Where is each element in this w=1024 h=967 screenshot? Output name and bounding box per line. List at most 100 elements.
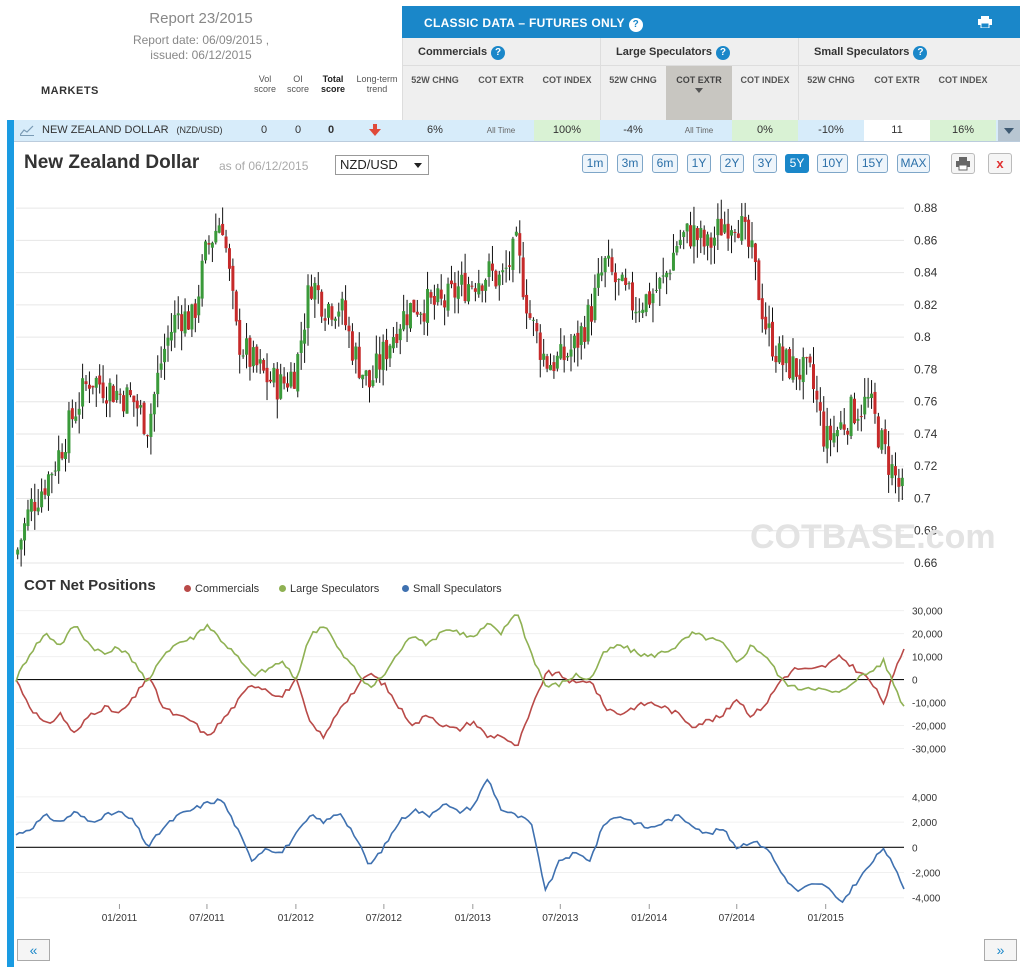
candle-body [658,278,662,289]
row-toggle-button[interactable] [998,120,1020,141]
range-button-3y[interactable]: 3Y [753,154,777,173]
legend-dot [279,585,286,592]
sub-col-52w-chng[interactable]: 52W CHNG [411,75,459,85]
candle-body [67,410,71,454]
x-tick-label: 01/2015 [808,913,845,924]
help-icon[interactable]: ? [913,46,928,60]
help-icon[interactable]: ? [491,46,506,60]
candle-body [480,285,484,291]
candle-body [467,284,471,302]
report-issued: issued: 06/12/2015 [150,48,252,62]
sub-col-cot-extr[interactable]: COT EXTR [478,75,524,85]
market-name[interactable]: NEW ZEALAND DOLLAR (NZD/USD) [42,124,223,136]
candle-body [852,398,856,424]
pair-select[interactable]: NZD/USD [335,155,429,175]
candle-body [388,345,392,359]
chart-title: New Zealand Dollar [24,152,200,173]
y-tick-label: -10,000 [912,699,946,710]
range-button-5y[interactable]: 5Y [785,154,809,173]
sub-col-cot-index[interactable]: COT INDEX [542,75,592,85]
total-score-header: Total score [320,74,346,94]
range-button-max[interactable]: MAX [897,154,930,173]
candle-body [552,362,556,372]
chevron-down-icon [414,163,422,168]
candle-body [716,218,720,236]
candle-body [87,384,91,389]
x-tick-label: 07/2011 [189,913,225,924]
legend-commercials[interactable]: Commercials [184,583,259,595]
sub-col-cot-index[interactable]: COT INDEX [938,75,988,85]
candle-body [419,313,423,315]
candle-body [57,450,61,472]
sub-col-cot-extr[interactable]: COT EXTR [874,75,920,85]
long-term-trend-header: Long-term trend [356,74,398,94]
candle-body [866,396,870,399]
candle-body [470,285,474,287]
candle-body [607,255,611,259]
candle-body [525,294,529,314]
candle-body [217,225,221,233]
candle-body [149,413,153,437]
close-chart-button[interactable]: x [988,153,1012,174]
legend-large-speculators[interactable]: Large Speculators [279,583,379,595]
candle-body [19,539,23,550]
watermark-logo: COTBASE.com [750,518,996,556]
help-icon[interactable]: ? [628,18,643,32]
candle-body [463,272,467,302]
sub-col-52w-chng[interactable]: 52W CHNG [807,75,855,85]
vol-score-header: Vol score [253,74,276,94]
sub-col-52w-chng[interactable]: 52W CHNG [609,75,657,85]
candle-body [145,435,149,437]
range-button-15y[interactable]: 15Y [857,154,888,173]
range-button-3m[interactable]: 3m [617,154,643,173]
candle-body [456,286,460,299]
candle-body [53,470,57,472]
candle-body [712,237,716,246]
sub-col-cot-extr-sorted[interactable]: COT EXTR [666,66,732,120]
market-row[interactable]: NEW ZEALAND DOLLAR (NZD/USD) 0 0 0 6% All… [14,120,1020,142]
candle-body [122,395,126,412]
candle-body [644,294,648,313]
candle-body [238,319,242,355]
candle-body [381,341,385,371]
y-tick-label: 0.74 [914,427,938,441]
range-button-2y[interactable]: 2Y [720,154,744,173]
mini-chart-icon[interactable] [20,125,34,136]
candle-body [569,349,573,357]
candle-body [159,363,163,370]
range-button-6m[interactable]: 6m [652,154,678,173]
next-page-button[interactable]: » [984,939,1017,961]
candle-body [128,390,132,396]
candle-body [303,329,307,344]
candle-body [678,239,682,245]
candle-body [825,425,829,449]
y-tick-label: -2,000 [912,869,941,880]
candle-body [702,229,706,247]
group-small-speculators: Small Speculators? [798,38,1020,66]
candle-body [736,233,740,238]
x-tick-label: 01/2014 [631,913,668,924]
candle-body [190,304,194,330]
candle-body [23,523,27,541]
legend-small-speculators[interactable]: Small Speculators [402,583,502,595]
y-tick-label: 20,000 [912,630,943,641]
print-chart-button[interactable] [951,153,975,174]
help-icon[interactable]: ? [715,46,730,60]
range-button-1y[interactable]: 1Y [687,154,711,173]
range-button-1m[interactable]: 1m [582,154,608,173]
candle-body [753,243,757,263]
candle-body [50,473,54,476]
candle-body [323,318,327,321]
candle-body [214,230,218,243]
comm-cot-index-value: 100% [534,120,600,141]
range-button-10y[interactable]: 10Y [817,154,848,173]
candle-body [559,344,563,359]
sub-col-cot-index[interactable]: COT INDEX [740,75,790,85]
candle-body [354,346,358,360]
candle-body [98,375,102,385]
candle-body [859,416,863,418]
prev-page-button[interactable]: « [17,939,50,961]
print-icon[interactable] [978,16,992,28]
candle-body [596,273,600,288]
candle-body [77,408,81,415]
